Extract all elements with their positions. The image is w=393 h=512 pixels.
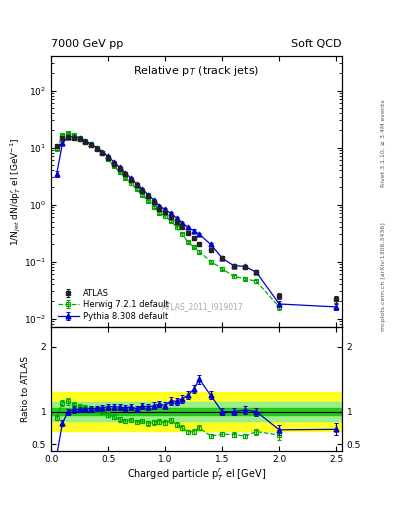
Legend: ATLAS, Herwig 7.2.1 default, Pythia 8.308 default: ATLAS, Herwig 7.2.1 default, Pythia 8.30… [55,286,171,323]
Text: ATLAS_2011_I919017: ATLAS_2011_I919017 [162,302,243,311]
Y-axis label: 1/N$_{jet}$ dN/dp$^{r}_{T}$ el [GeV$^{-1}$]: 1/N$_{jet}$ dN/dp$^{r}_{T}$ el [GeV$^{-1… [8,138,22,246]
Y-axis label: Ratio to ATLAS: Ratio to ATLAS [22,356,31,422]
Text: Relative p$_{T}$ (track jets): Relative p$_{T}$ (track jets) [133,65,260,78]
Text: Rivet 3.1.10, ≥ 3.4M events: Rivet 3.1.10, ≥ 3.4M events [381,99,386,187]
X-axis label: Charged particle p$^{r}_{T}$ el [GeV]: Charged particle p$^{r}_{T}$ el [GeV] [127,467,266,483]
Text: 7000 GeV pp: 7000 GeV pp [51,38,123,49]
Text: mcplots.cern.ch [arXiv:1306.3436]: mcplots.cern.ch [arXiv:1306.3436] [381,222,386,331]
Text: Soft QCD: Soft QCD [292,38,342,49]
